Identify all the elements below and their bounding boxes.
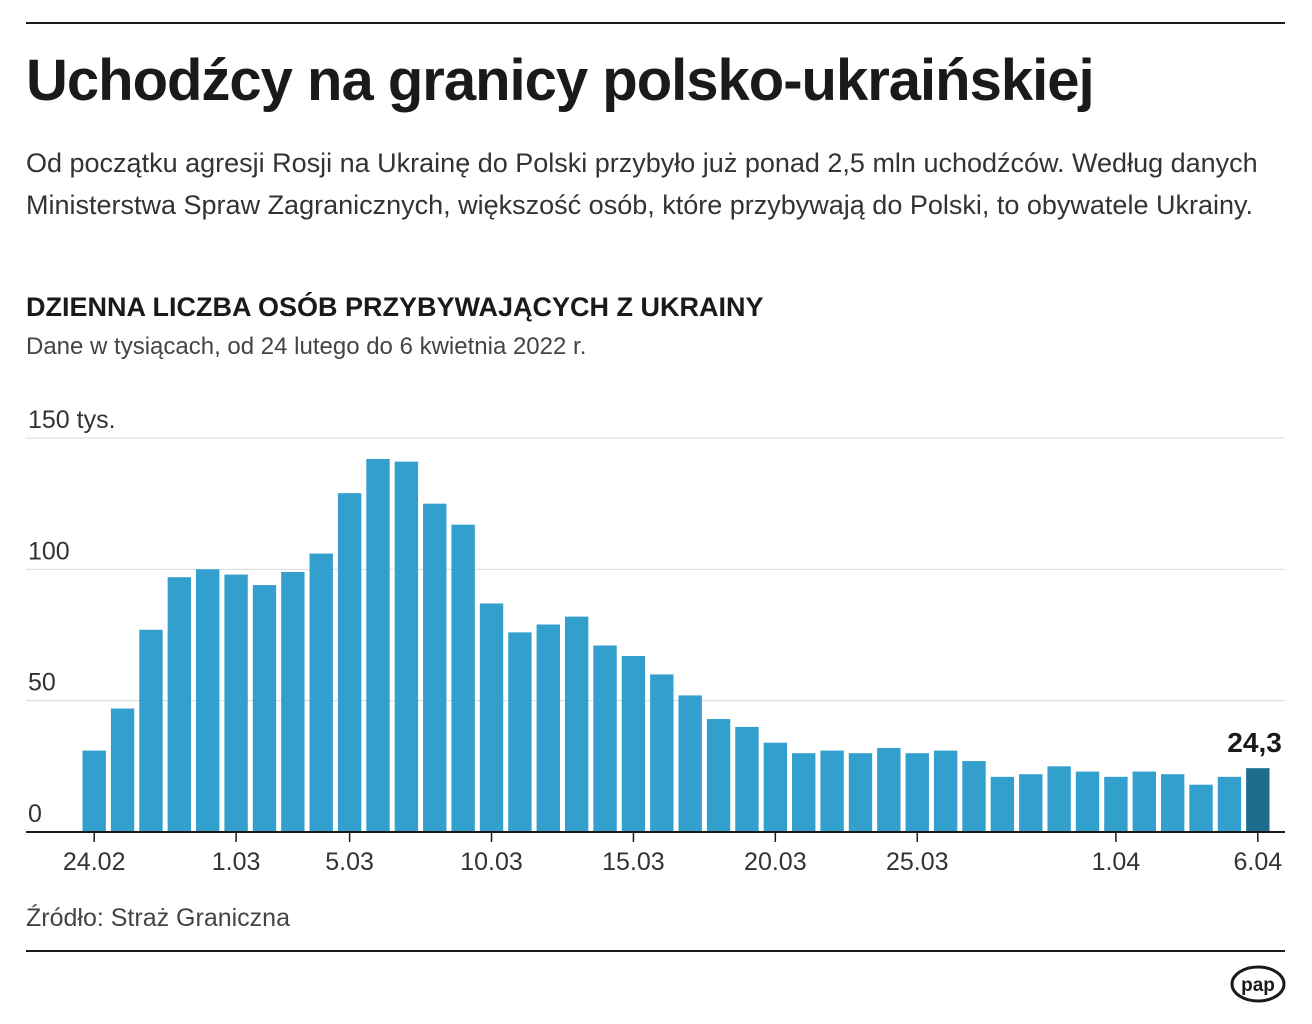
bar xyxy=(621,656,646,832)
bar xyxy=(1189,784,1213,832)
x-tick-label: 10.03 xyxy=(460,848,523,876)
bottom-rule xyxy=(26,950,1285,952)
bar xyxy=(1132,771,1156,832)
bar xyxy=(224,574,248,832)
bar xyxy=(1104,776,1128,832)
bar xyxy=(479,603,504,832)
bar xyxy=(281,571,305,832)
intro-text: Od początku agresji Rosji na Ukrainę do … xyxy=(26,148,1258,220)
bar xyxy=(564,616,589,832)
bar xyxy=(508,632,532,832)
bar xyxy=(706,719,731,832)
bar-chart: 0 50 100 150 tys. 24.02 1.03 5.03 10.03 15.03 20.… xyxy=(26,406,1285,876)
bar xyxy=(1019,774,1043,832)
bar xyxy=(196,569,220,832)
x-tick-label: 5.03 xyxy=(325,848,374,876)
bar xyxy=(735,726,759,832)
x-tick-label: 20.03 xyxy=(744,848,807,876)
bar xyxy=(139,629,163,832)
bar xyxy=(1160,774,1185,832)
bar xyxy=(82,750,106,832)
x-tick-label: 15.03 xyxy=(602,848,665,876)
source-note: Źródło: Straż Graniczna xyxy=(26,904,290,932)
bar xyxy=(394,461,419,832)
bar xyxy=(366,459,390,832)
bar xyxy=(848,753,873,832)
bar xyxy=(650,674,674,832)
bar xyxy=(309,553,333,832)
top-rule xyxy=(26,22,1285,24)
bar xyxy=(962,761,986,832)
chart-subtitle: Dane w tysiącach, od 24 lutego do 6 kwie… xyxy=(26,333,587,360)
bar xyxy=(252,585,277,832)
bar xyxy=(877,747,901,832)
bar xyxy=(451,524,475,832)
page-title: Uchodźcy na granicy polsko-ukraińskiej xyxy=(26,48,1095,113)
svg-text:pap: pap xyxy=(1241,975,1275,996)
y-tick-label: 50 xyxy=(28,669,56,697)
bar xyxy=(110,708,135,832)
bar xyxy=(423,503,447,832)
pap-logo: pap xyxy=(1230,965,1286,1003)
bar xyxy=(678,695,702,832)
y-tick-label: 0 xyxy=(28,800,42,828)
y-tick-label: 100 xyxy=(28,537,70,565)
bar xyxy=(990,776,1015,832)
bar xyxy=(792,753,816,832)
bar xyxy=(1246,768,1270,832)
x-tick-label: 1.04 xyxy=(1092,848,1141,876)
x-tick-label: 1.03 xyxy=(212,848,261,876)
bar xyxy=(933,750,958,832)
bar xyxy=(167,577,192,832)
x-tick-label: 24.02 xyxy=(63,848,126,876)
bar xyxy=(1075,771,1100,832)
bar xyxy=(820,750,844,832)
bar xyxy=(905,753,929,832)
value-annotation: 24,3 xyxy=(1227,727,1282,758)
bar xyxy=(763,742,788,832)
y-tick-label: 150 tys. xyxy=(28,406,116,434)
chart-title: DZIENNA LICZBA OSÓB PRZYBYWAJĄCYCH Z UKR… xyxy=(26,292,764,322)
bar xyxy=(1217,776,1242,832)
x-tick-label: 6.04 xyxy=(1233,848,1282,876)
bar xyxy=(337,493,362,832)
bar xyxy=(593,645,617,832)
x-tick-label: 25.03 xyxy=(886,848,949,876)
bar xyxy=(536,624,560,832)
bar xyxy=(1047,766,1071,832)
